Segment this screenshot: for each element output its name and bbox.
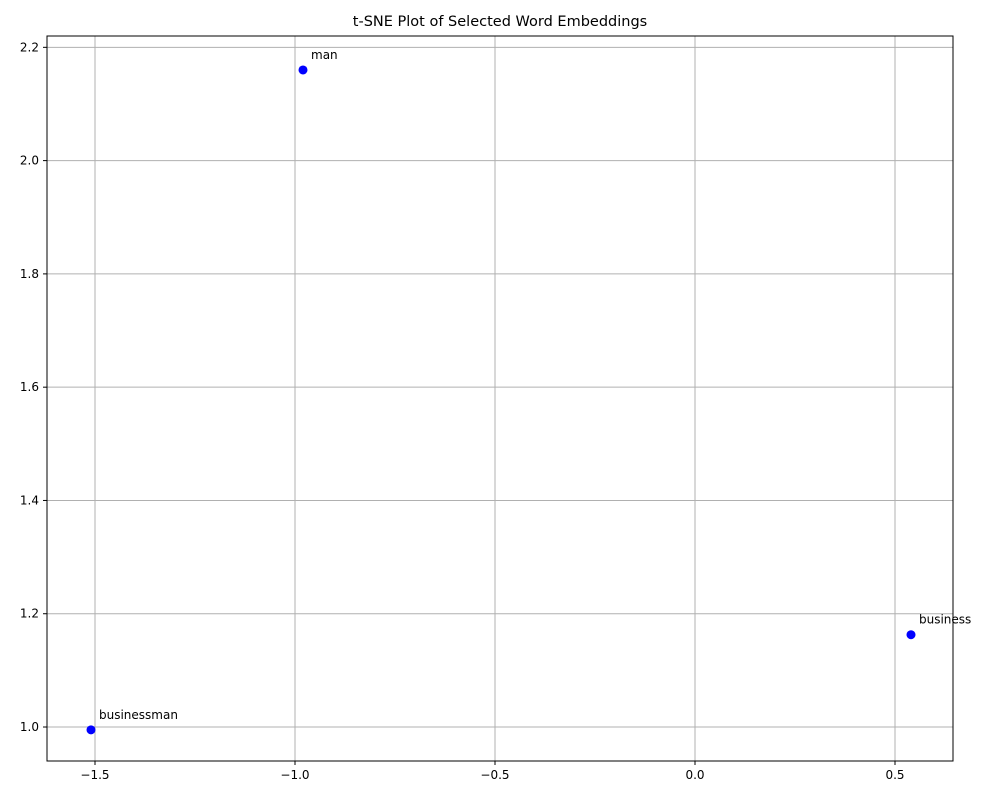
x-tick-label: −1.5 (80, 768, 109, 782)
plot-frame (46, 35, 954, 762)
y-tick-label: 1.2 (20, 607, 39, 621)
data-point-label-man: man (311, 48, 338, 62)
data-point-man (298, 65, 308, 75)
data-point-businessman (86, 725, 96, 735)
y-tick-label: 1.6 (20, 380, 39, 394)
y-tick-label: 1.4 (20, 493, 39, 507)
chart-title: t-SNE Plot of Selected Word Embeddings (353, 14, 647, 30)
data-point-label-businessman: businessman (99, 708, 178, 722)
axes: −1.5 −1.0 −0.5 0.0 0.5 1.0 1.2 1.4 1.6 1.8 2.0 2.2 (20, 40, 905, 782)
y-tick-label: 2.2 (20, 40, 39, 54)
x-tick-label: 0.5 (885, 768, 904, 782)
data-point-business (906, 630, 916, 640)
data-point-label-business: business (919, 613, 971, 627)
x-tick-label: −0.5 (480, 768, 509, 782)
y-tick-label: 1.8 (20, 267, 39, 281)
x-tick-label: −1.0 (280, 768, 309, 782)
data-points: man business businessman (86, 48, 971, 735)
y-tick-label: 2.0 (20, 154, 39, 168)
grid (47, 36, 953, 761)
x-tick-label: 0.0 (685, 768, 704, 782)
y-tick-label: 1.0 (20, 720, 39, 734)
